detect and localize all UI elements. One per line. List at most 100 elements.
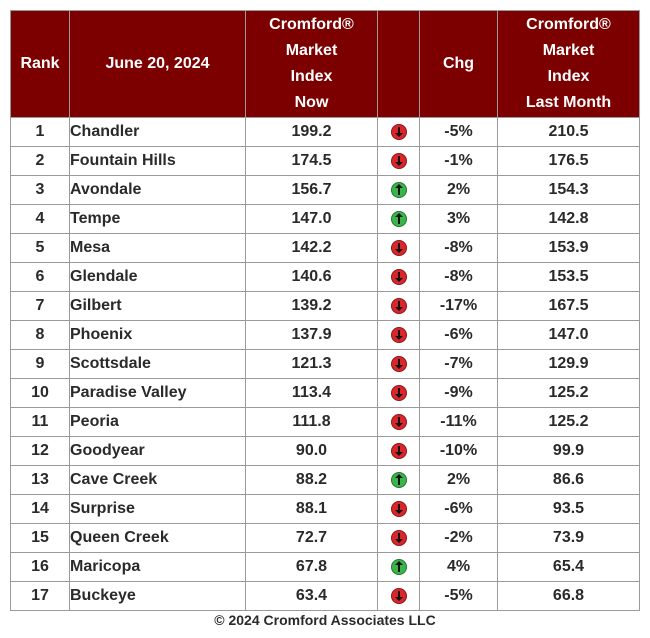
table-row: 4 Tempe 147.0 3% 142.8 — [10, 204, 640, 234]
rank-cell: 7 — [10, 291, 70, 321]
rank-cell: 9 — [10, 349, 70, 379]
trend-cell — [377, 523, 420, 553]
change-cell: -6% — [419, 320, 498, 350]
trend-cell — [377, 436, 420, 466]
index-now-cell: 88.2 — [245, 465, 378, 495]
trend-cell — [377, 465, 420, 495]
table-row: 14 Surprise 88.1 -6% 93.5 — [10, 494, 640, 524]
trend-cell — [377, 117, 420, 147]
rank-cell: 6 — [10, 262, 70, 292]
table-row: 2 Fountain Hills 174.5 -1% 176.5 — [10, 146, 640, 176]
index-now-cell: 72.7 — [245, 523, 378, 553]
header-index-last-month: Cromford® Market Index Last Month — [497, 10, 640, 118]
change-cell: 4% — [419, 552, 498, 582]
rank-cell: 11 — [10, 407, 70, 437]
table-row: 9 Scottsdale 121.3 -7% 129.9 — [10, 349, 640, 379]
rank-cell: 1 — [10, 117, 70, 147]
red-down-arrow-icon — [390, 152, 407, 169]
header-date: June 20, 2024 — [69, 10, 246, 118]
table-row: 17 Buckeye 63.4 -5% 66.8 — [10, 581, 640, 611]
rank-cell: 10 — [10, 378, 70, 408]
change-cell: -7% — [419, 349, 498, 379]
copyright-footer: © 2024 Cromford Associates LLC — [214, 612, 436, 628]
index-now-cell: 63.4 — [245, 581, 378, 611]
red-down-arrow-icon — [390, 384, 407, 401]
trend-cell — [377, 552, 420, 582]
index-last-month-cell: 65.4 — [497, 552, 640, 582]
rank-cell: 17 — [10, 581, 70, 611]
index-now-cell: 156.7 — [245, 175, 378, 205]
city-cell: Surprise — [69, 494, 246, 524]
rank-cell: 13 — [10, 465, 70, 495]
city-cell: Glendale — [69, 262, 246, 292]
city-cell: Mesa — [69, 233, 246, 263]
change-cell: 3% — [419, 204, 498, 234]
index-now-cell: 88.1 — [245, 494, 378, 524]
trend-cell — [377, 494, 420, 524]
table-row: 13 Cave Creek 88.2 2% 86.6 — [10, 465, 640, 495]
index-last-month-cell: 125.2 — [497, 378, 640, 408]
red-down-arrow-icon — [390, 587, 407, 604]
index-last-month-cell: 210.5 — [497, 117, 640, 147]
table-row: 6 Glendale 140.6 -8% 153.5 — [10, 262, 640, 292]
rank-cell: 4 — [10, 204, 70, 234]
table-row: 15 Queen Creek 72.7 -2% 73.9 — [10, 523, 640, 553]
city-cell: Fountain Hills — [69, 146, 246, 176]
city-cell: Buckeye — [69, 581, 246, 611]
red-down-arrow-icon — [390, 239, 407, 256]
red-down-arrow-icon — [390, 297, 407, 314]
change-cell: -2% — [419, 523, 498, 553]
trend-cell — [377, 262, 420, 292]
red-down-arrow-icon — [390, 413, 407, 430]
red-down-arrow-icon — [390, 123, 407, 140]
change-cell: -1% — [419, 146, 498, 176]
header-index-now: Cromford® Market Index Now — [245, 10, 378, 118]
rank-cell: 14 — [10, 494, 70, 524]
trend-cell — [377, 581, 420, 611]
trend-cell — [377, 291, 420, 321]
city-cell: Paradise Valley — [69, 378, 246, 408]
rank-cell: 12 — [10, 436, 70, 466]
index-last-month-cell: 142.8 — [497, 204, 640, 234]
header-arrow — [377, 10, 420, 118]
index-now-cell: 121.3 — [245, 349, 378, 379]
index-last-month-cell: 153.9 — [497, 233, 640, 263]
city-cell: Goodyear — [69, 436, 246, 466]
change-cell: -6% — [419, 494, 498, 524]
table-row: 16 Maricopa 67.8 4% 65.4 — [10, 552, 640, 582]
change-cell: -10% — [419, 436, 498, 466]
trend-cell — [377, 378, 420, 408]
table-row: 1 Chandler 199.2 -5% 210.5 — [10, 117, 640, 147]
index-now-cell: 137.9 — [245, 320, 378, 350]
index-last-month-cell: 125.2 — [497, 407, 640, 437]
index-now-cell: 142.2 — [245, 233, 378, 263]
market-index-table: Rank June 20, 2024 Cromford® Market Inde… — [10, 10, 640, 611]
red-down-arrow-icon — [390, 268, 407, 285]
header-index-now-line: Now — [294, 94, 329, 111]
index-now-cell: 140.6 — [245, 262, 378, 292]
index-now-cell: 174.5 — [245, 146, 378, 176]
index-now-cell: 90.0 — [245, 436, 378, 466]
table-row: 12 Goodyear 90.0 -10% 99.9 — [10, 436, 640, 466]
index-last-month-cell: 176.5 — [497, 146, 640, 176]
trend-cell — [377, 233, 420, 263]
change-cell: -5% — [419, 581, 498, 611]
index-last-month-cell: 66.8 — [497, 581, 640, 611]
change-cell: -8% — [419, 233, 498, 263]
table-row: 11 Peoria 111.8 -11% 125.2 — [10, 407, 640, 437]
rank-cell: 2 — [10, 146, 70, 176]
red-down-arrow-icon — [390, 355, 407, 372]
change-cell: 2% — [419, 465, 498, 495]
trend-cell — [377, 349, 420, 379]
table-row: 10 Paradise Valley 113.4 -9% 125.2 — [10, 378, 640, 408]
rank-cell: 5 — [10, 233, 70, 263]
index-now-cell: 67.8 — [245, 552, 378, 582]
index-now-cell: 147.0 — [245, 204, 378, 234]
city-cell: Chandler — [69, 117, 246, 147]
trend-cell — [377, 146, 420, 176]
rank-cell: 16 — [10, 552, 70, 582]
green-up-arrow-icon — [390, 210, 407, 227]
city-cell: Peoria — [69, 407, 246, 437]
index-now-cell: 111.8 — [245, 407, 378, 437]
index-last-month-cell: 73.9 — [497, 523, 640, 553]
